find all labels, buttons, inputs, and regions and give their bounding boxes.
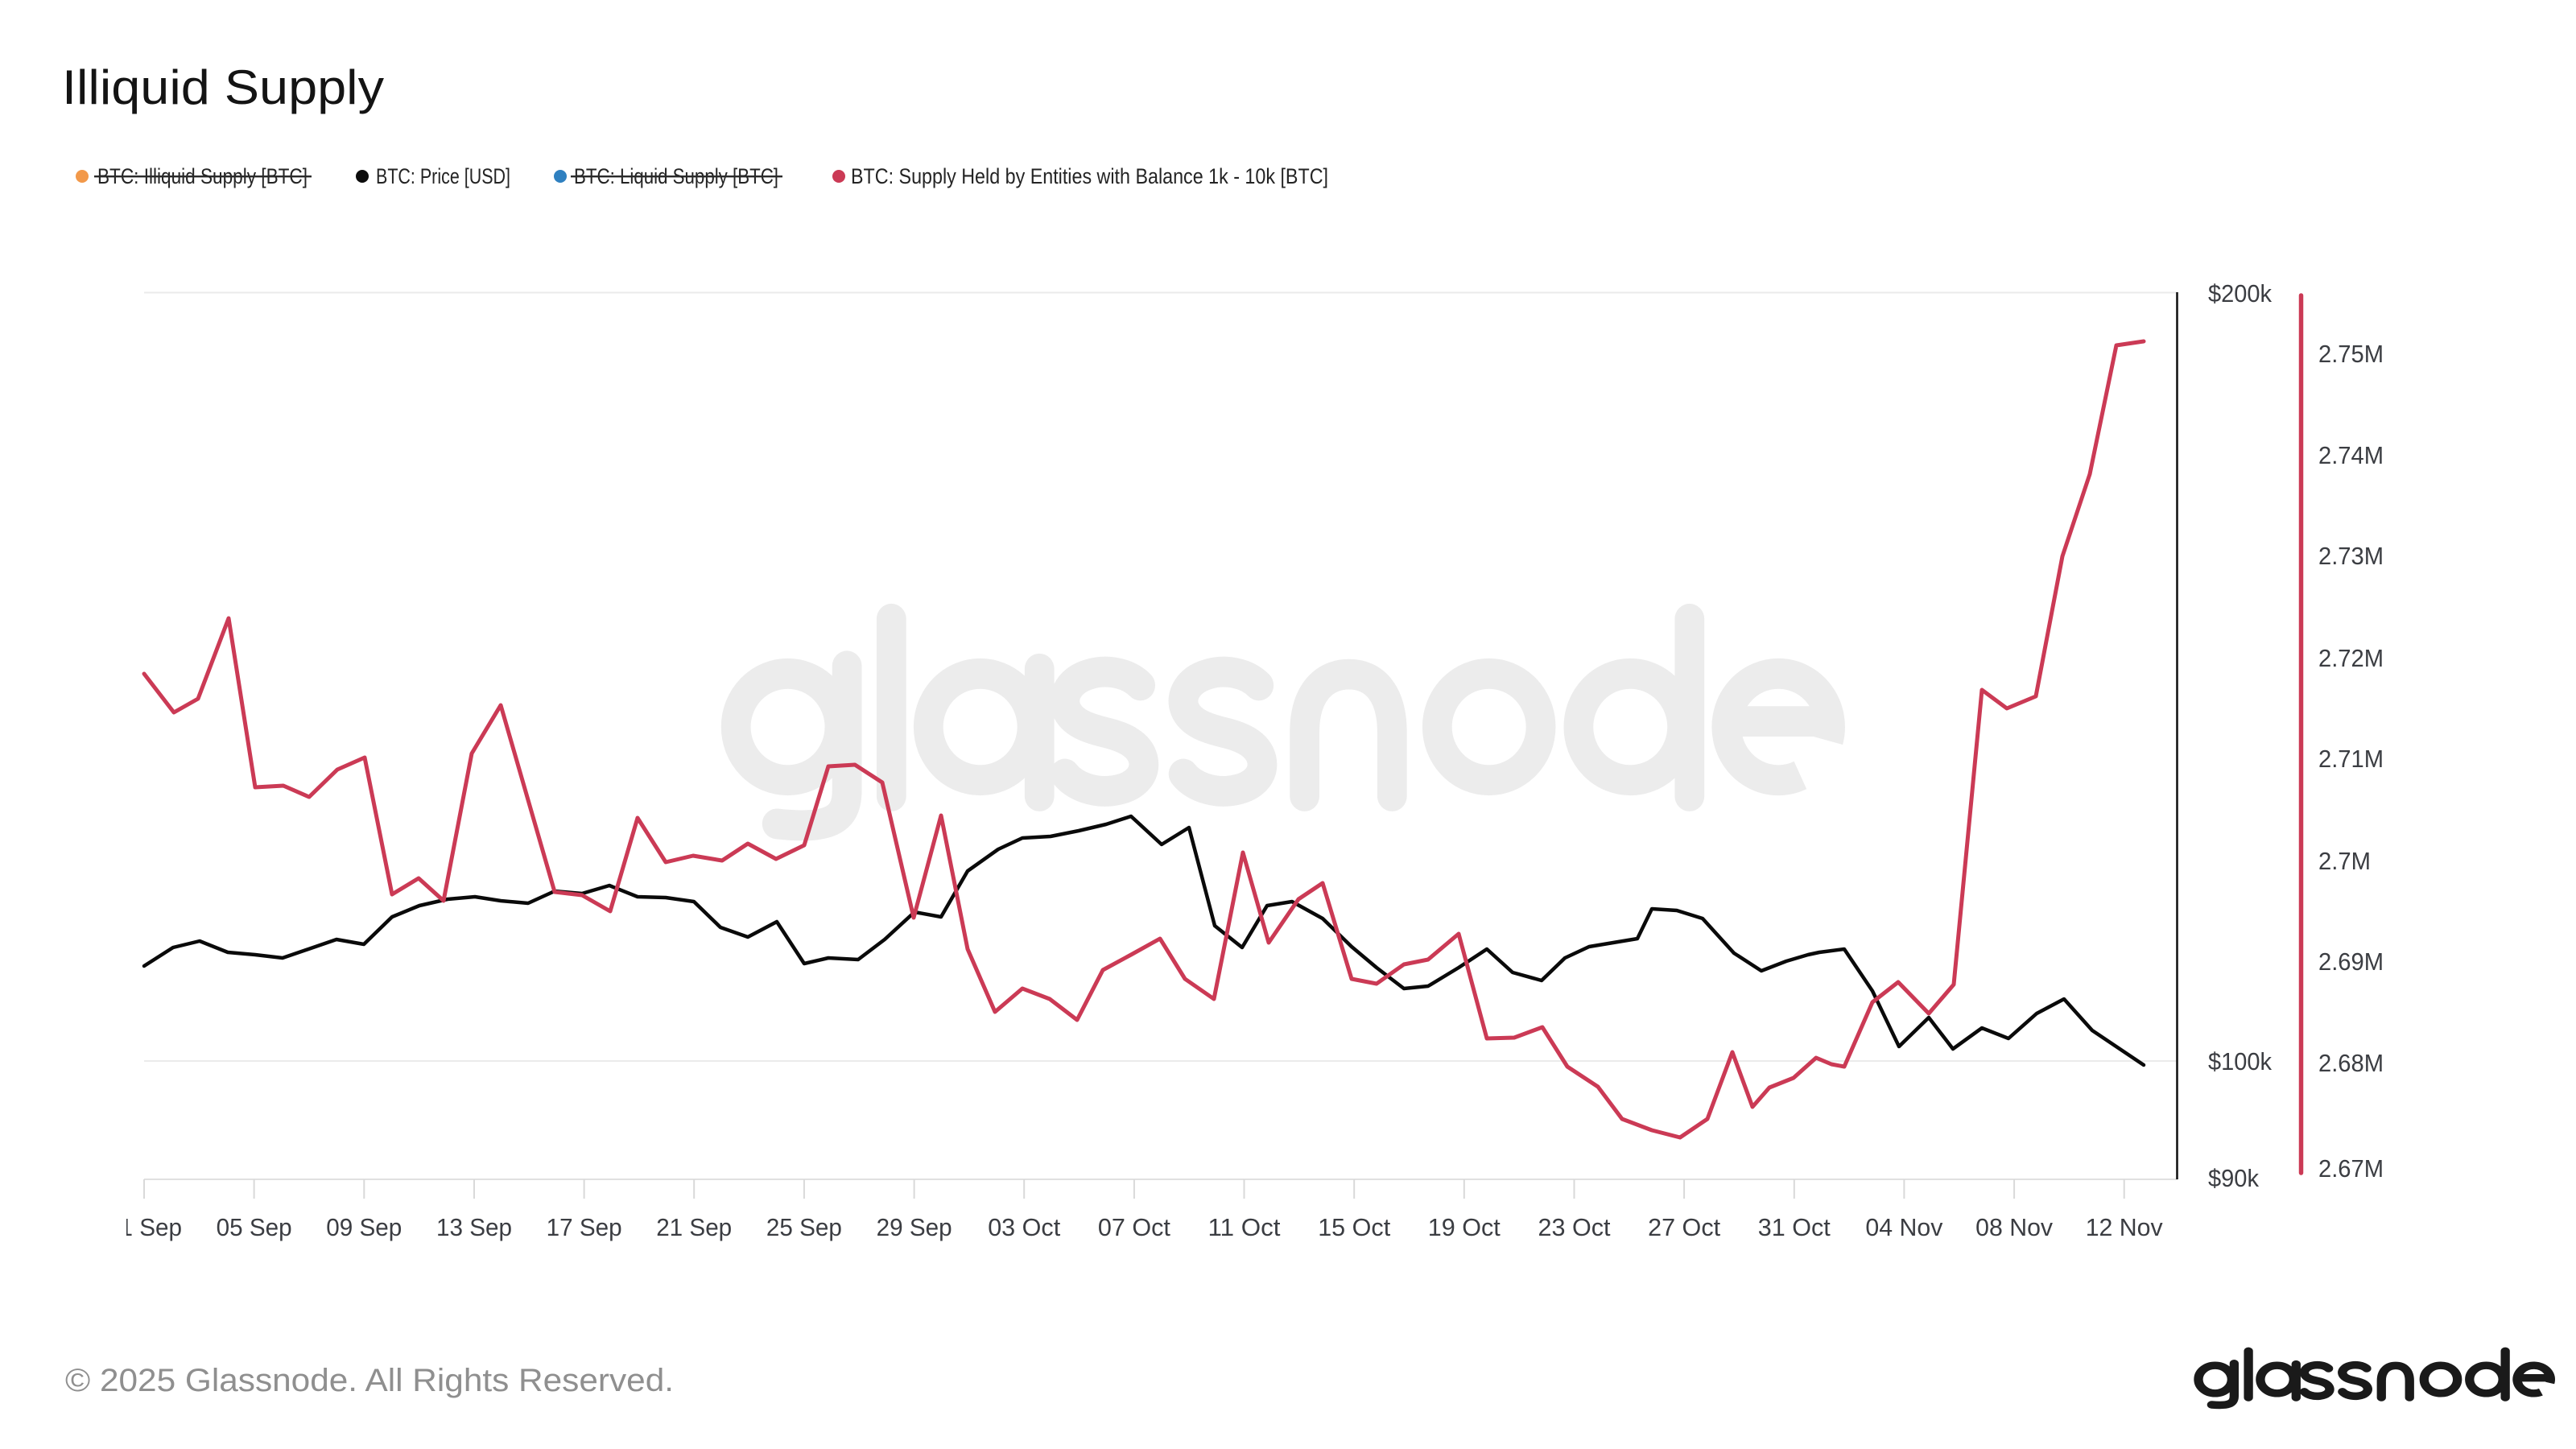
svg-text:13 Sep: 13 Sep	[436, 1213, 512, 1241]
svg-text:© 2025 Glassnode. All Rights R: © 2025 Glassnode. All Rights Reserved.	[65, 1363, 674, 1398]
svg-text:2.67M: 2.67M	[2318, 1154, 2384, 1183]
svg-text:15 Oct: 15 Oct	[1318, 1213, 1390, 1241]
svg-text:25 Sep: 25 Sep	[766, 1213, 842, 1241]
svg-text:BTC: Price [USD]: BTC: Price [USD]	[376, 164, 510, 188]
svg-text:2.75M: 2.75M	[2318, 340, 2384, 368]
svg-text:27 Oct: 27 Oct	[1648, 1213, 1720, 1241]
svg-text:21 Sep: 21 Sep	[656, 1213, 732, 1241]
svg-text:11 Oct: 11 Oct	[1208, 1213, 1281, 1241]
svg-text:07 Oct: 07 Oct	[1098, 1213, 1170, 1241]
svg-text:08 Nov: 08 Nov	[1975, 1213, 2053, 1241]
svg-text:$90k: $90k	[2208, 1164, 2259, 1192]
svg-text:2.68M: 2.68M	[2318, 1049, 2384, 1077]
svg-text:19 Oct: 19 Oct	[1428, 1213, 1501, 1241]
svg-text:12 Nov: 12 Nov	[2086, 1213, 2163, 1241]
svg-text:Illiquid Supply: Illiquid Supply	[62, 60, 384, 114]
svg-text:2.72M: 2.72M	[2318, 644, 2384, 672]
svg-text:09 Sep: 09 Sep	[326, 1213, 402, 1241]
svg-text:2.71M: 2.71M	[2318, 745, 2384, 773]
svg-text:2.69M: 2.69M	[2318, 947, 2384, 976]
svg-text:2.7M: 2.7M	[2318, 847, 2371, 875]
svg-text:31 Oct: 31 Oct	[1758, 1213, 1831, 1241]
svg-text:23 Oct: 23 Oct	[1538, 1213, 1611, 1241]
svg-text:03 Oct: 03 Oct	[988, 1213, 1060, 1241]
svg-text:04 Nov: 04 Nov	[1865, 1213, 1942, 1241]
svg-text:01 Sep: 01 Sep	[106, 1213, 182, 1241]
svg-text:05 Sep: 05 Sep	[217, 1213, 292, 1241]
svg-text:$100k: $100k	[2208, 1047, 2272, 1075]
svg-text:BTC: Supply Held by Entities w: BTC: Supply Held by Entities with Balanc…	[851, 164, 1328, 188]
svg-text:2.73M: 2.73M	[2318, 542, 2384, 570]
svg-text:29 Sep: 29 Sep	[877, 1213, 952, 1241]
svg-text:$200k: $200k	[2208, 279, 2272, 308]
svg-text:2.74M: 2.74M	[2318, 441, 2384, 469]
svg-text:17 Sep: 17 Sep	[547, 1213, 622, 1241]
